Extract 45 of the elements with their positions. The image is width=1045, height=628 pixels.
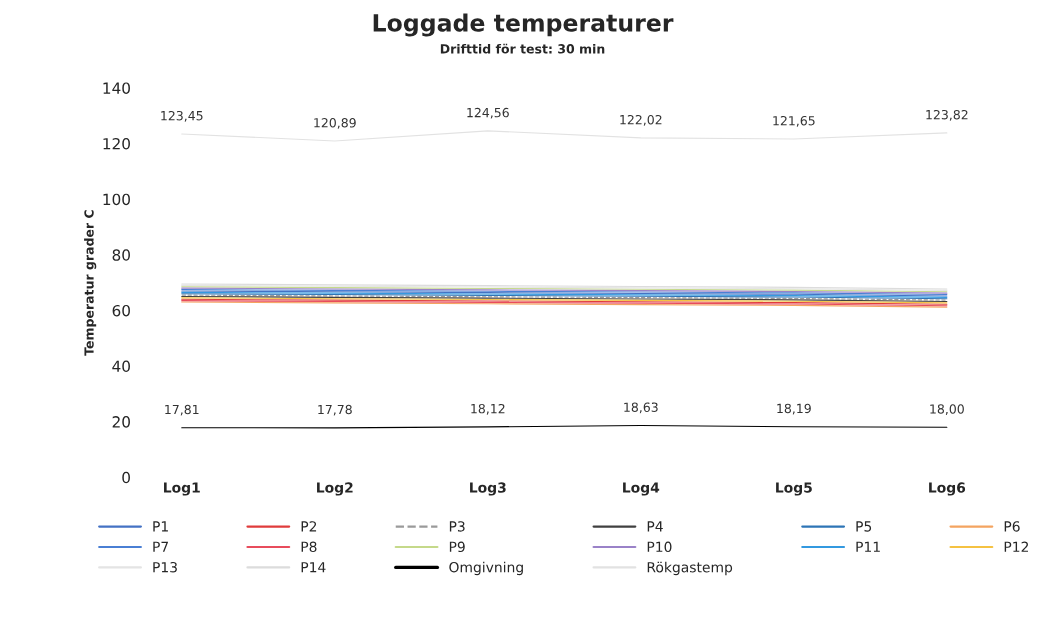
data-label: 123,82 [926,109,968,121]
y-axis-title: Temperatur grader C [84,210,97,356]
legend-label: Omgivning [449,561,523,576]
x-tick-label: Log5 [776,482,812,496]
y-tick-label: 80 [112,249,130,261]
legend-label: P6 [1004,521,1020,532]
legend-label: P14 [301,562,326,573]
x-tick-label: Log1 [164,482,200,496]
legend-label: Rökgastemp [647,561,733,576]
y-tick-label: 40 [112,360,130,373]
data-label: 18,00 [930,404,964,415]
x-tick-label: Log2 [317,482,353,496]
y-tick-label: 60 [112,304,130,317]
x-tick-label: Log3 [470,482,506,496]
legend-label: P10 [647,541,672,553]
data-label: 122,02 [620,114,662,126]
legend-label: P5 [856,521,872,532]
x-tick-label: Log6 [929,482,966,496]
legend-label: P13 [153,561,177,573]
chart-title: Loggade temperaturer [373,13,674,37]
legend-label: P4 [647,521,663,532]
data-label: 120,89 [314,118,356,129]
y-tick-label: 20 [112,416,130,428]
chart-subtitle: Drifttid för test: 30 min [440,43,605,54]
y-tick-label: 0 [122,471,130,484]
legend-label: P11 [856,541,880,552]
data-label: 123,45 [161,110,203,122]
legend-label: P8 [301,541,317,553]
data-label: 18,63 [624,402,658,414]
data-label: 18,19 [777,403,811,415]
data-label: 18,12 [471,403,505,415]
y-tick-label: 120 [103,138,130,150]
legend-label: P7 [153,541,169,552]
legend-label: P12 [1004,541,1028,552]
data-label: 124,56 [467,107,509,119]
legend-label: P3 [449,521,465,532]
data-label: 17,78 [318,404,352,416]
y-tick-label: 140 [103,82,130,94]
legend-label: P1 [153,521,168,532]
y-tick-label: 100 [103,193,130,206]
data-label: 17,81 [165,404,199,416]
data-label: 121,65 [773,115,815,127]
legend-label: P2 [301,521,317,532]
x-tick-label: Log4 [623,482,660,496]
legend-label: P9 [449,541,465,553]
